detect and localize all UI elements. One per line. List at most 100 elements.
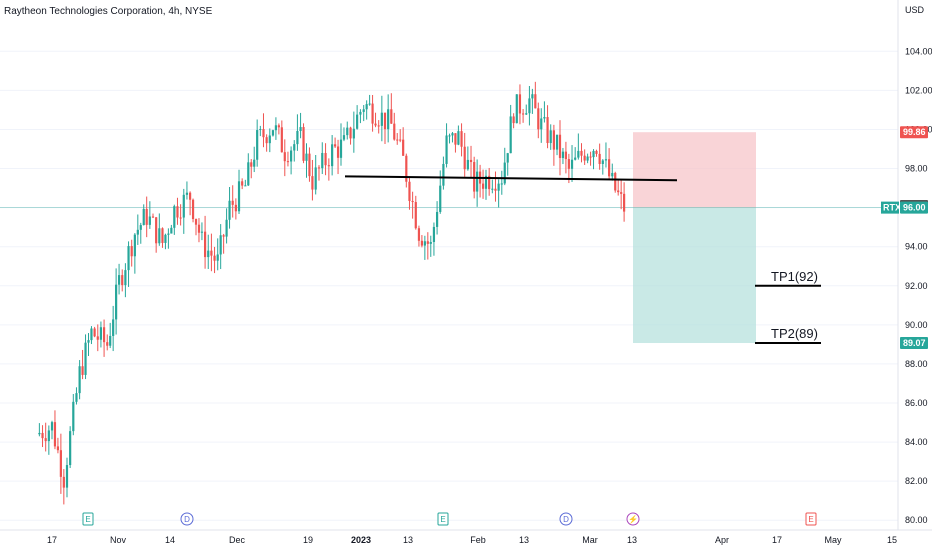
candle-body bbox=[65, 465, 69, 488]
candle-body bbox=[47, 430, 50, 442]
candle-body bbox=[296, 130, 299, 145]
candle-body bbox=[124, 270, 127, 286]
candle-body bbox=[577, 150, 580, 158]
candle-body bbox=[469, 159, 473, 163]
candle-body bbox=[598, 153, 601, 164]
candle-body bbox=[555, 134, 559, 150]
candle-body bbox=[78, 366, 81, 394]
price-tag bbox=[900, 337, 928, 350]
earnings-icon[interactable] bbox=[82, 512, 94, 526]
candle-body bbox=[311, 176, 314, 190]
y-tick-label: 98.00 bbox=[905, 164, 928, 174]
candle-body bbox=[377, 125, 380, 127]
y-tick-label: 92.00 bbox=[905, 281, 928, 291]
candle-body bbox=[142, 208, 145, 226]
candle-body bbox=[583, 155, 586, 161]
candle-body bbox=[102, 327, 106, 343]
candle-body bbox=[299, 127, 302, 131]
chart-title: Raytheon Technologies Corporation, 4h, N… bbox=[4, 6, 213, 17]
candle-body bbox=[130, 246, 133, 257]
candle-body bbox=[531, 94, 534, 99]
candle-body bbox=[420, 240, 423, 246]
stop-loss-zone bbox=[633, 132, 756, 208]
candle-body bbox=[56, 446, 60, 451]
candle-body bbox=[167, 233, 170, 235]
candle-body bbox=[286, 161, 290, 163]
candle-body bbox=[595, 150, 598, 154]
candle-body bbox=[494, 188, 497, 191]
candle-body bbox=[457, 131, 460, 145]
earnings-icon[interactable] bbox=[805, 512, 817, 526]
candle-body bbox=[262, 129, 265, 138]
candle-body bbox=[528, 98, 531, 114]
y-tick-label: 86.00 bbox=[905, 398, 928, 408]
price-tag-text: 89.07 bbox=[903, 338, 926, 348]
x-tick-label: 13 bbox=[403, 535, 413, 545]
candle-body bbox=[90, 328, 93, 341]
candle-body bbox=[176, 206, 179, 218]
candle-body bbox=[442, 163, 445, 186]
x-tick-label: 13 bbox=[627, 535, 637, 545]
candle-body bbox=[161, 228, 164, 243]
candle-body bbox=[213, 255, 216, 261]
candle-body bbox=[200, 231, 204, 233]
candle-body bbox=[359, 111, 362, 115]
candle-body bbox=[512, 116, 515, 124]
candle-body bbox=[41, 432, 44, 439]
candle-body bbox=[546, 117, 549, 144]
event-icon[interactable] bbox=[626, 512, 640, 526]
candle-body bbox=[368, 103, 371, 105]
candle-body bbox=[525, 113, 528, 115]
candle-body bbox=[445, 135, 448, 164]
candle-body bbox=[432, 226, 436, 242]
candle-body bbox=[549, 130, 552, 144]
candle-body bbox=[567, 159, 570, 169]
x-tick-label: 15 bbox=[887, 535, 897, 545]
candle-body bbox=[614, 172, 617, 191]
candle-body bbox=[139, 225, 142, 230]
event-letter: ⚡ bbox=[628, 514, 638, 524]
candle-body bbox=[414, 202, 417, 229]
candle-body bbox=[463, 146, 466, 170]
currency-label: USD bbox=[905, 5, 925, 15]
event-icon[interactable] bbox=[180, 512, 194, 526]
candle-body bbox=[259, 129, 262, 131]
candle-body bbox=[336, 146, 340, 158]
candle-body bbox=[72, 401, 75, 432]
take-profit-zone bbox=[633, 207, 756, 344]
candle-body bbox=[488, 175, 491, 190]
tp1-label: TP1(92) bbox=[771, 269, 818, 284]
candle-body bbox=[216, 254, 219, 261]
candle-body bbox=[121, 275, 124, 286]
candle-body bbox=[500, 183, 503, 185]
candle-body bbox=[574, 157, 577, 160]
candle-body bbox=[93, 328, 96, 337]
candle-body bbox=[411, 200, 414, 203]
candle-body bbox=[402, 139, 405, 156]
price-tag bbox=[900, 126, 928, 139]
candle-body bbox=[580, 150, 583, 156]
candle-body bbox=[69, 431, 72, 466]
candle-body bbox=[435, 211, 439, 227]
candle-body bbox=[331, 144, 334, 167]
candle-body bbox=[393, 123, 396, 140]
candle-body bbox=[96, 336, 99, 340]
candle-body bbox=[564, 151, 568, 160]
y-tick-label: 104.00 bbox=[905, 46, 932, 56]
candle-body bbox=[99, 327, 103, 340]
candle-body bbox=[203, 231, 207, 258]
x-tick-label: Apr bbox=[715, 535, 729, 545]
resistance-line[interactable] bbox=[344, 175, 678, 182]
candle-body bbox=[473, 162, 476, 192]
event-icon[interactable] bbox=[559, 512, 573, 526]
candle-body bbox=[283, 152, 286, 162]
x-tick-label: Feb bbox=[470, 535, 486, 545]
candle-body bbox=[271, 130, 275, 136]
event-letter: E bbox=[85, 515, 90, 524]
candle-body bbox=[277, 125, 280, 128]
candle-body bbox=[231, 200, 234, 205]
candle-body bbox=[314, 167, 317, 190]
candle-body bbox=[570, 159, 574, 169]
earnings-icon[interactable] bbox=[437, 512, 449, 526]
